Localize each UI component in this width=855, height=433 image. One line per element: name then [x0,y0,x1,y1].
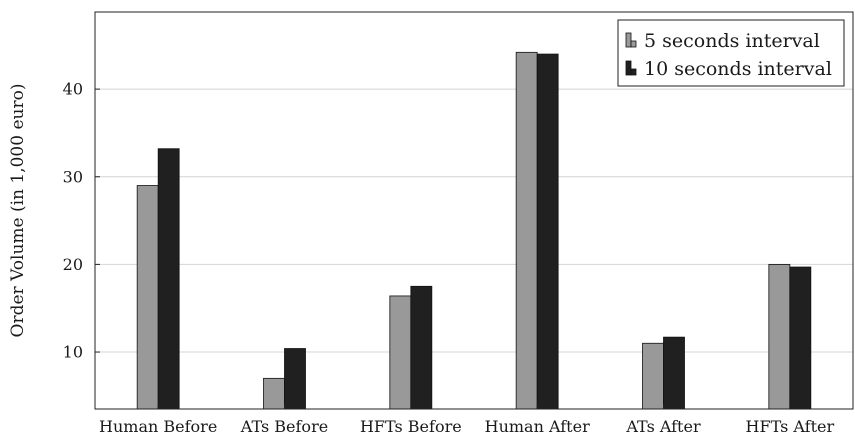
bar-five-sec [263,377,285,410]
bar-five-sec [768,263,791,410]
bars [136,51,812,410]
x-tick-label: Human Before [99,417,217,433]
legend-swatch [625,32,632,48]
bar-ten-sec [536,53,559,410]
x-tick-label: Human After [485,417,590,433]
x-tick-label: ATs After [625,417,701,433]
x-axis-ticks: Human Before ATs Before HFTs Before Human A… [99,404,834,433]
y-axis-ticks: 10 20 30 40 [63,80,100,362]
legend-label: 10 seconds interval [644,58,832,80]
legend-swatch [625,60,632,76]
legend: 5 seconds interval 10 seconds interval [617,19,845,87]
bar-five-sec [515,51,538,410]
y-tick-label: 10 [63,343,83,362]
y-tick-label: 40 [63,80,83,99]
bar-ten-sec [284,348,306,410]
bar-ten-sec [157,148,180,410]
bar-five-sec [389,295,412,410]
x-tick-label: HFTs After [746,417,835,433]
x-tick-label: ATs Before [240,417,328,433]
y-tick-label: 30 [63,167,83,186]
bar-ten-sec [410,285,433,410]
y-tick-label: 20 [63,255,83,274]
legend-swatch-foot [630,68,637,76]
x-tick-label: HFTs Before [360,417,462,433]
bar-ten-sec [789,266,812,410]
bar-five-sec [642,342,664,410]
gridlines [95,88,853,353]
legend-label: 5 seconds interval [644,30,820,52]
plot-frame [94,11,854,410]
bar-five-sec [136,185,159,410]
legend-box [617,19,845,87]
bar-ten-sec [663,336,685,410]
legend-swatch-foot [630,40,637,48]
y-axis-label: Order Volume (in 1,000 euro) [8,84,28,338]
